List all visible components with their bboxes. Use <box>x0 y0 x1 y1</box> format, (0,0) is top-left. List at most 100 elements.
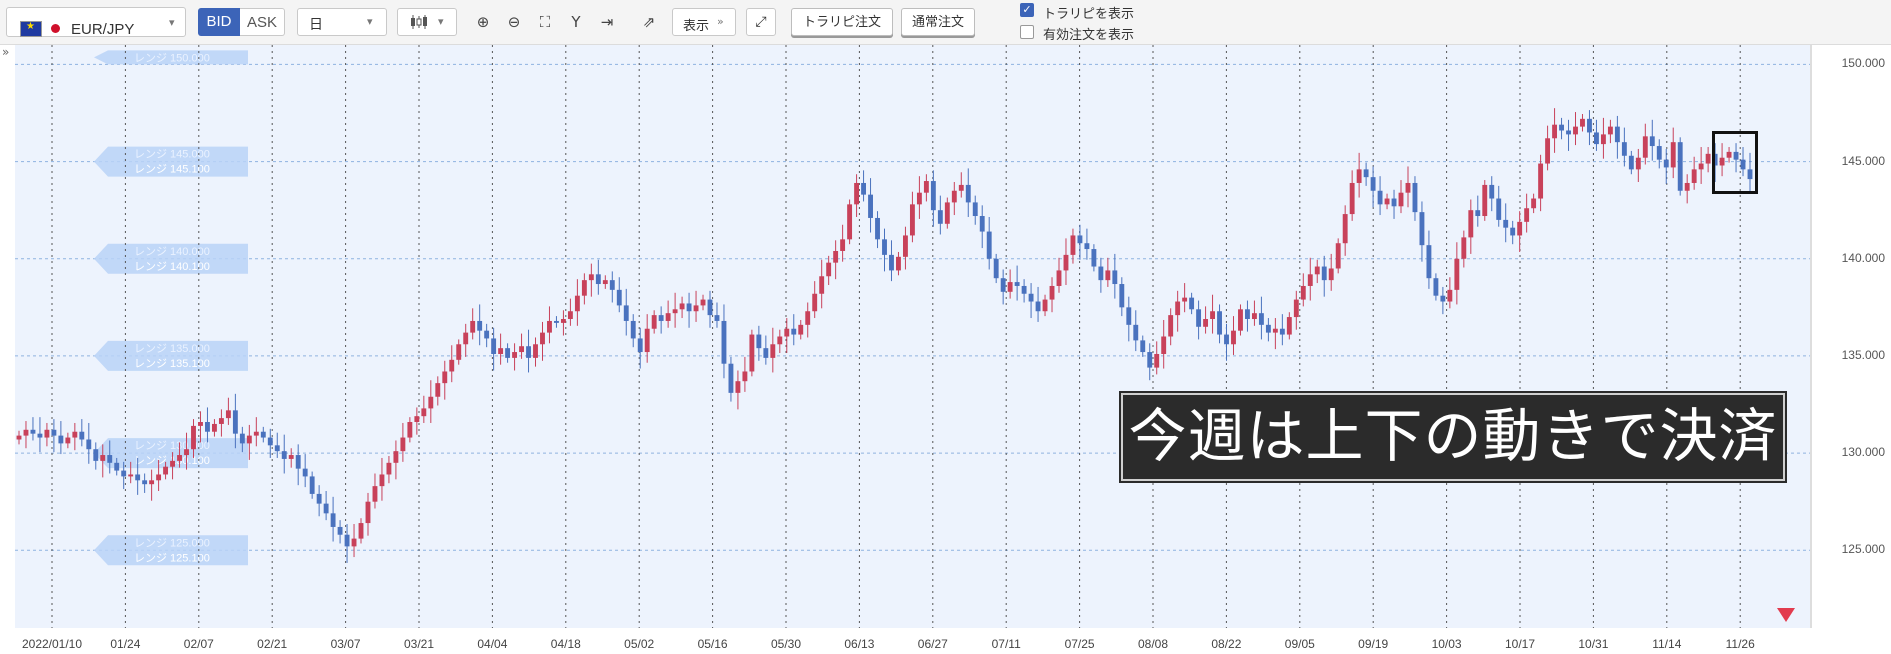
candle-body <box>1349 182 1355 215</box>
candle-body <box>1112 270 1118 285</box>
fullscreen-icon[interactable]: ⤢ <box>746 8 776 36</box>
candle-body <box>1251 313 1257 320</box>
x-tick-label: 10/03 <box>1431 637 1462 651</box>
candle-body <box>1091 249 1097 267</box>
zoom-out-icon[interactable]: ⊖ <box>507 13 521 31</box>
x-tick-label: 2022/01/10 <box>21 637 83 651</box>
jump-latest-icon[interactable]: ⇥ <box>600 13 614 31</box>
candle-body <box>1307 274 1313 286</box>
candle-body <box>909 204 915 236</box>
candle-body <box>1517 221 1523 236</box>
candle-body <box>770 344 776 358</box>
normal-order-button[interactable]: 通常注文 <box>901 8 975 36</box>
indicator-icon[interactable]: Y <box>571 13 581 31</box>
chart-add-icon[interactable]: ⇗ <box>642 13 656 31</box>
highlight-box <box>1712 131 1758 194</box>
candle-body <box>1035 301 1041 312</box>
candle-body <box>225 410 231 419</box>
candle-body <box>470 320 476 333</box>
show-active-orders-checkbox[interactable] <box>1020 25 1034 39</box>
candle-body <box>1524 208 1530 222</box>
candle-body <box>386 462 392 475</box>
x-tick-label: 02/07 <box>183 637 214 651</box>
candle-body <box>30 429 36 434</box>
candle-body <box>714 315 720 321</box>
candle-body <box>1670 142 1676 168</box>
candle-body <box>1649 136 1655 147</box>
candle-body <box>1482 184 1488 217</box>
candle-body <box>1663 159 1669 168</box>
candle-body <box>358 523 364 539</box>
candle-body <box>937 210 943 224</box>
candle-body <box>23 429 29 436</box>
candle-body <box>686 303 692 312</box>
candle-body <box>44 429 50 438</box>
candle-body <box>1126 307 1132 325</box>
candle-body <box>1740 159 1746 170</box>
candle-body <box>1691 169 1697 183</box>
candle-body <box>560 319 566 323</box>
candle-body <box>1314 266 1320 275</box>
candle-body <box>1391 198 1397 207</box>
chevron-down-icon: ▾ <box>169 16 175 29</box>
fit-icon[interactable]: ⛶ <box>539 13 551 31</box>
candle-body <box>107 455 113 463</box>
candle-body <box>421 408 427 417</box>
candle-body <box>602 280 608 285</box>
candle-body <box>749 334 755 372</box>
range-tag-primary-text: レンジ 135.000 <box>134 343 210 355</box>
show-trarepi-checkbox[interactable]: ✓ <box>1020 3 1034 17</box>
jp-flag-icon <box>51 24 60 33</box>
candle-body <box>840 239 846 251</box>
candle-body <box>700 299 706 306</box>
symbol-selector[interactable]: EUR/JPY ▾ <box>6 7 186 38</box>
candle-body <box>1419 212 1425 246</box>
chart-plot-area[interactable] <box>15 45 1810 628</box>
y-tick-label: 150.000 <box>1841 56 1885 71</box>
candle-body <box>916 192 922 205</box>
candle-body <box>1258 313 1264 325</box>
candle-body <box>379 474 385 487</box>
candle-body <box>484 330 490 339</box>
candle-body <box>316 493 322 504</box>
range-tag-secondary-text: レンジ 125.100 <box>134 552 210 564</box>
show-trarepi-label: トラリピを表示 <box>1043 6 1135 21</box>
y-tick-label: 125.000 <box>1841 542 1885 557</box>
zoom-in-icon[interactable]: ⊕ <box>476 13 490 31</box>
candle-body <box>826 262 832 277</box>
candle-body <box>1300 285 1306 300</box>
candle-body <box>763 348 769 358</box>
candle-body <box>658 315 664 321</box>
candle-body <box>149 480 155 485</box>
candle-body <box>463 332 469 345</box>
collapse-panel-icon[interactable]: » <box>2 45 10 59</box>
candle-body <box>337 526 343 535</box>
candle-body <box>1614 126 1620 143</box>
candle-body <box>609 280 615 290</box>
candle-body <box>854 182 860 205</box>
timeframe-selector[interactable]: 日 ▾ <box>297 8 387 36</box>
display-menu[interactable]: 表示 » <box>672 8 736 36</box>
bid-toggle[interactable]: BID <box>198 8 240 36</box>
x-tick-label: 10/31 <box>1578 637 1609 651</box>
candle-body <box>267 437 273 446</box>
ask-toggle[interactable]: ASK <box>240 8 285 36</box>
candle-body <box>414 416 420 423</box>
candle-body <box>491 338 497 354</box>
trarepi-order-button[interactable]: トラリピ注文 <box>791 8 893 36</box>
x-tick-label: 08/08 <box>1137 637 1169 651</box>
candle-body <box>1635 157 1641 170</box>
candle-body <box>156 474 162 481</box>
candle-body <box>1377 190 1383 205</box>
candle-body <box>121 470 127 477</box>
candle-body <box>100 455 106 461</box>
candle-body <box>630 320 636 339</box>
candle-body <box>1580 118 1585 127</box>
chart-type-selector[interactable]: ▾ <box>397 8 457 36</box>
candle-body <box>833 250 839 263</box>
candle-body <box>902 235 908 257</box>
candle-body <box>1733 151 1739 160</box>
candle-body <box>861 182 867 195</box>
x-tick-label: 07/25 <box>1064 637 1095 651</box>
